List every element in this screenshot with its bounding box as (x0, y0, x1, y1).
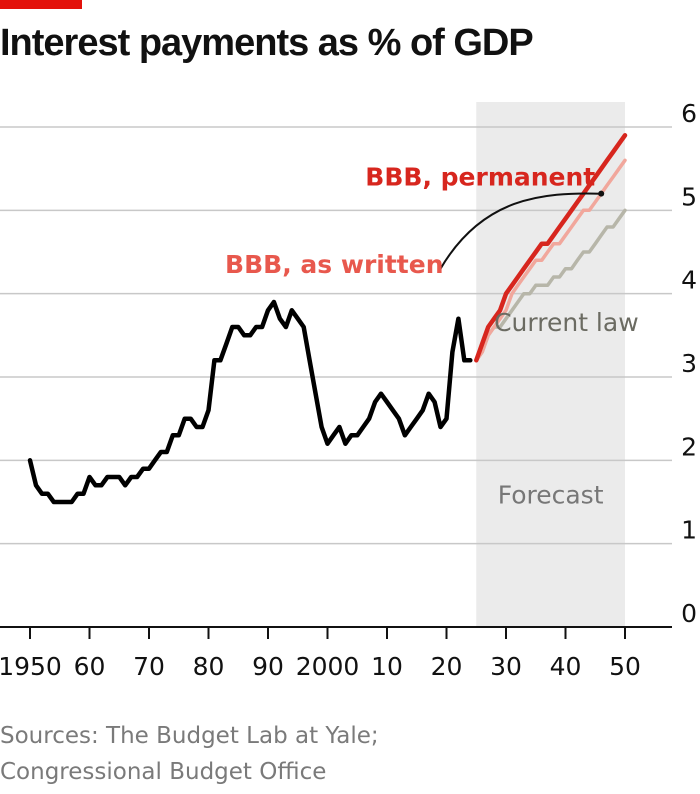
y-tick-label-6: 6 (681, 99, 697, 128)
annotation-dot (598, 190, 605, 197)
x-tick-label-2000: 2000 (296, 652, 360, 681)
series-label-bbb-as-written: BBB, as written (225, 250, 443, 279)
historical-line (27, 299, 473, 505)
forecast-label: Forecast (498, 481, 604, 510)
source-line-1: Sources: The Budget Lab at Yale; (0, 723, 379, 749)
grid-lines (0, 126, 672, 545)
bbb-permanent-line (474, 133, 628, 363)
chart-title: Interest payments as % of GDP (0, 22, 534, 64)
source-line-2: Congressional Budget Office (0, 759, 327, 785)
current-law-line (474, 208, 627, 363)
x-tick-label-2020: 20 (431, 652, 463, 681)
x-tick-label-2010: 10 (371, 652, 403, 681)
annotation-leader-line (439, 192, 602, 270)
y-tick-label-4: 4 (681, 266, 697, 295)
x-tick-label-2030: 30 (490, 652, 522, 681)
x-tick-label-2040: 40 (550, 652, 582, 681)
brand-accent-bar (0, 0, 82, 9)
x-tick-label-1950: 1950 (0, 652, 62, 681)
x-tick-label-1970: 70 (133, 652, 165, 681)
y-tick-label-3: 3 (681, 349, 697, 378)
forecast-band (476, 102, 625, 627)
y-tick-label-5: 5 (681, 182, 697, 211)
x-tick-label-1960: 60 (74, 652, 106, 681)
y-axis-ticks: 0 1 2 3 4 5 6 (681, 99, 697, 628)
x-axis: 1950 60 70 80 90 2000 10 20 30 40 50 (0, 626, 672, 681)
x-tick-label-1980: 80 (193, 652, 225, 681)
y-tick-label-0: 0 (681, 599, 697, 628)
y-tick-label-2: 2 (681, 432, 697, 461)
series-label-bbb-permanent: BBB, permanent (365, 162, 595, 191)
series-label-current-law: Current law (494, 308, 639, 337)
source-note: Sources: The Budget Lab at Yale; Congres… (0, 718, 379, 790)
x-tick-label-2050: 50 (609, 652, 641, 681)
y-tick-label-1: 1 (681, 516, 697, 545)
line-chart: 0 1 2 3 4 5 6 Forecast 1950 60 70 80 90 2000 10 20 30 4… (0, 99, 697, 681)
x-tick-label-1990: 90 (252, 652, 284, 681)
